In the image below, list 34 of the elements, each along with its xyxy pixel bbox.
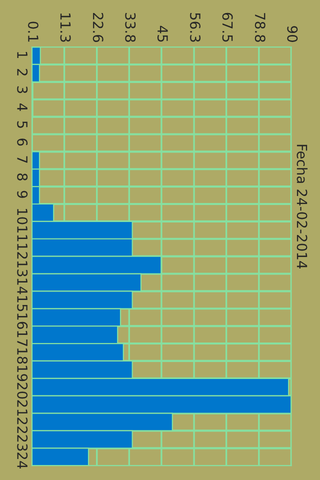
- y-tick-label: 18: [17, 348, 28, 364]
- y-tick-label: 6: [17, 138, 28, 146]
- y-tick-label: 7: [17, 156, 28, 163]
- y-tick-label: 9: [17, 190, 28, 198]
- y-tick-label: 2: [17, 68, 28, 76]
- y-tick-label: 22: [17, 418, 28, 434]
- y-tick-label: 24: [17, 452, 28, 468]
- y-tick-label: 19: [17, 366, 28, 382]
- y-tick-label: 8: [17, 174, 28, 180]
- x-tick-label: 11.3: [60, 13, 71, 42]
- x-tick-label: 56.3: [190, 13, 201, 42]
- y-tick-label: 15: [17, 296, 28, 312]
- y-tick-label: 23: [17, 435, 28, 451]
- y-tick-label: 13: [17, 261, 28, 276]
- x-tick-label: 90: [287, 26, 298, 42]
- x-tick-label: 22.6: [92, 12, 104, 42]
- x-tick-label: 78.8: [254, 13, 266, 42]
- y-tick-label: 3: [17, 86, 28, 94]
- y-tick-label: 1: [17, 52, 28, 58]
- y-tick-label: 12: [17, 244, 28, 259]
- y-tick-label: 4: [17, 103, 28, 111]
- x-tick-label: 0.1: [28, 22, 38, 42]
- y-tick-label: 16: [17, 314, 28, 329]
- y-tick-label: 20: [17, 382, 28, 399]
- y-tick-label: 10: [17, 208, 28, 224]
- y-tick-label: 17: [17, 331, 28, 346]
- x-tick-label: 45: [157, 26, 168, 42]
- x-tick-label: 67.5: [222, 12, 233, 42]
- y-tick-label: 21: [17, 400, 28, 416]
- y-tick-label: 5: [17, 121, 28, 128]
- text: Fecha 24-02-2014: [296, 144, 308, 269]
- y-tick-label: 14: [17, 278, 28, 294]
- y-tick-label: 11: [17, 226, 28, 242]
- x-tick-label: 33.8: [125, 13, 136, 42]
